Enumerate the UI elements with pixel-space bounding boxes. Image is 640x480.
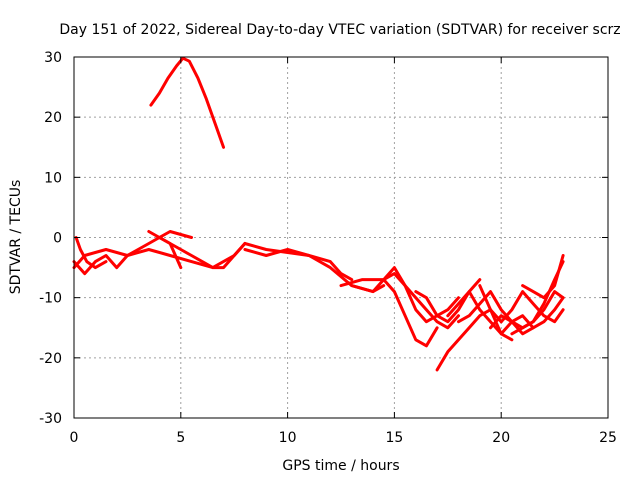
- y-axis-label: SDTVAR / TECUs: [8, 180, 24, 295]
- series-line-arc-7: [243, 242, 386, 294]
- series-line-arc-10: [350, 266, 460, 324]
- series-line-arc-8: [243, 248, 354, 282]
- series-line-arc-6: [157, 230, 193, 239]
- x-tick-label: 20: [492, 430, 510, 446]
- y-tick-label: -20: [39, 351, 62, 367]
- x-tick-label: 10: [279, 430, 297, 446]
- series-line-arc-15: [457, 290, 535, 336]
- series-line-arc-5: [147, 230, 247, 270]
- y-tick-label: 30: [44, 50, 62, 66]
- x-tick-label: 25: [599, 430, 617, 446]
- y-tick-label: 0: [53, 231, 62, 247]
- series-line-arc-20: [489, 290, 565, 330]
- x-tick-label: 0: [70, 430, 79, 446]
- y-tick-label: 20: [44, 110, 62, 126]
- grid-layer: [74, 57, 608, 418]
- series-line-arc-13: [435, 308, 503, 372]
- series-line-arc-17: [499, 290, 565, 324]
- series-line-arc-3: [72, 242, 247, 270]
- x-tick-label: 15: [385, 430, 403, 446]
- series-line-arc-4: [74, 236, 108, 270]
- series-line-arc-11: [382, 272, 460, 330]
- x-axis-label: GPS time / hours: [282, 458, 399, 474]
- series-line-arc-16: [478, 284, 565, 336]
- y-tick-label: -10: [39, 291, 62, 307]
- series-layer: [72, 56, 565, 372]
- y-tick-label: 10: [44, 170, 62, 186]
- tick-layer: 0 5 10 15 20 25 -30 -20 -10 0 10 20 30: [39, 50, 617, 446]
- chart-title: Day 151 of 2022, Sidereal Day-to-day VTE…: [59, 22, 620, 38]
- x-tick-label: 5: [176, 430, 185, 446]
- series-line-arc-1: [149, 56, 225, 149]
- series-line-arc-19: [510, 260, 565, 336]
- series-line-arc-9: [339, 278, 439, 348]
- y-tick-label: -30: [39, 411, 62, 427]
